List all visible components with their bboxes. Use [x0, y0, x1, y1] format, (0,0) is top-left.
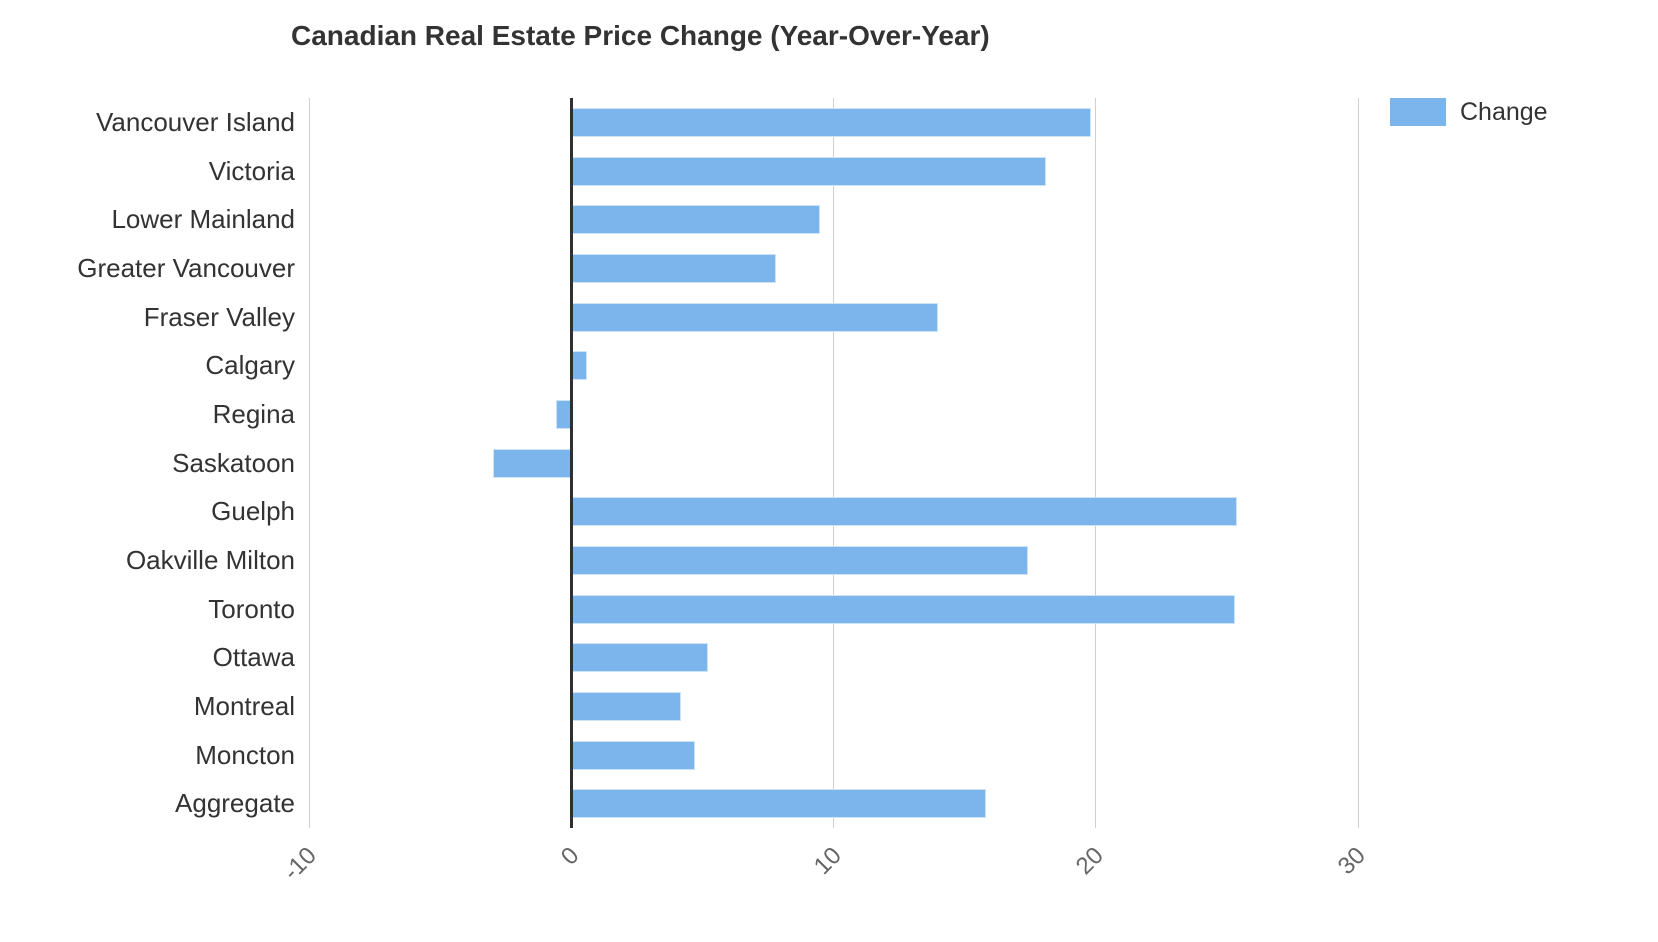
bar-oakville-milton[interactable]: [571, 545, 1028, 575]
grid-line--10: [308, 98, 310, 828]
bar-moncton[interactable]: [571, 740, 695, 770]
category-label-moncton: Moncton: [195, 739, 295, 770]
bar-lower-mainland[interactable]: [571, 205, 821, 235]
category-label-montreal: Montreal: [193, 690, 295, 721]
x-tick-label-20: 20: [1070, 842, 1109, 880]
bar-vancouver-island[interactable]: [571, 107, 1091, 137]
category-label-oakville-milton: Oakville Milton: [125, 544, 295, 575]
category-label-saskatoon: Saskatoon: [172, 447, 295, 478]
category-label-regina: Regina: [212, 398, 295, 429]
legend-item-change[interactable]: Change: [1390, 97, 1548, 127]
bar-guelph[interactable]: [571, 497, 1238, 527]
x-tick-label--10: -10: [278, 842, 323, 886]
bar-victoria[interactable]: [571, 156, 1046, 186]
category-label-ottawa: Ottawa: [212, 642, 295, 673]
x-tick-label-0: 0: [555, 842, 585, 871]
bar-calgary[interactable]: [571, 351, 587, 381]
category-label-vancouver-island: Vancouver Island: [96, 106, 295, 137]
bar-fraser-valley[interactable]: [571, 302, 939, 332]
x-tick-label-30: 30: [1333, 842, 1372, 880]
zero-axis-line: [569, 98, 573, 828]
category-label-fraser-valley: Fraser Valley: [143, 301, 295, 332]
bar-montreal[interactable]: [571, 691, 682, 721]
bar-toronto[interactable]: [571, 594, 1235, 624]
value-axis-labels: -10 0 10 20 30: [278, 842, 1371, 932]
grid-line-30: [1357, 98, 1359, 828]
legend-label: Change: [1460, 97, 1548, 126]
legend-swatch-icon: [1390, 98, 1446, 126]
category-label-toronto: Toronto: [208, 593, 295, 624]
grid-line-20: [1095, 98, 1097, 828]
chart-title: Canadian Real Estate Price Change (Year-…: [291, 20, 990, 51]
category-label-victoria: Victoria: [208, 155, 295, 186]
category-label-aggregate: Aggregate: [175, 788, 295, 819]
category-axis-labels: Vancouver Island Victoria Lower Mainland Gr…: [0, 98, 295, 828]
category-label-greater-vancouver: Greater Vancouver: [77, 252, 295, 283]
category-label-guelph: Guelph: [211, 496, 295, 527]
bar-greater-vancouver[interactable]: [571, 253, 776, 283]
category-label-lower-mainland: Lower Mainland: [111, 204, 295, 235]
bar-aggregate[interactable]: [571, 789, 986, 819]
category-label-calgary: Calgary: [205, 350, 295, 381]
grid-line-10: [833, 98, 834, 828]
bar-saskatoon[interactable]: [492, 448, 572, 478]
plot-area: [308, 98, 1359, 828]
bar-ottawa[interactable]: [571, 643, 708, 673]
x-tick-label-10: 10: [808, 842, 847, 880]
